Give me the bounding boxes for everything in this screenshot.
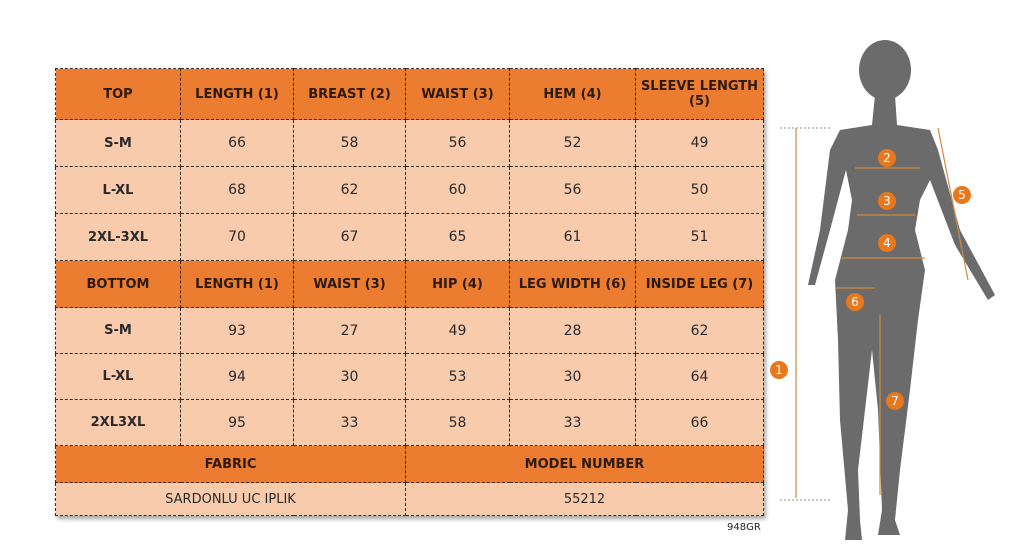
model-value: 55212 [405, 482, 764, 516]
value-cell: 53 [405, 353, 510, 400]
value-cell: 28 [509, 307, 636, 354]
header-cell: INSIDE LEG (7) [635, 260, 764, 308]
svg-text:6: 6 [851, 295, 859, 309]
size-cell: S-M [55, 119, 181, 167]
header-cell: HEM (4) [509, 68, 636, 120]
value-cell: 60 [405, 166, 510, 214]
header-cell: LEG WIDTH (6) [509, 260, 636, 308]
marker-5: 5 [953, 186, 971, 204]
bottom-row: 2XL3XL 95 33 58 33 66 [55, 399, 764, 446]
body-figure: 1 2 3 4 5 6 7 [770, 40, 995, 540]
value-cell: 61 [509, 213, 636, 261]
header-cell: WAIST (3) [405, 68, 510, 120]
fabric-label: FABRIC [55, 445, 406, 483]
marker-6: 6 [846, 293, 864, 311]
value-cell: 51 [635, 213, 764, 261]
value-cell: 64 [635, 353, 764, 400]
model-label: MODEL NUMBER [405, 445, 764, 483]
silhouette [808, 40, 995, 540]
header-cell: SLEEVE LENGTH (5) [635, 68, 764, 120]
bottom-header-row: BOTTOM LENGTH (1) WAIST (3) HIP (4) LEG WIDT… [55, 260, 764, 308]
value-cell: 67 [293, 213, 406, 261]
value-cell: 94 [180, 353, 294, 400]
size-cell: 2XL3XL [55, 399, 181, 446]
svg-text:3: 3 [883, 194, 891, 208]
value-cell: 49 [635, 119, 764, 167]
value-cell: 30 [509, 353, 636, 400]
marker-2: 2 [878, 149, 896, 167]
measurement-lines [780, 127, 969, 501]
header-cell: TOP [55, 68, 181, 120]
product-code: 948GR [727, 522, 761, 533]
size-cell: 2XL-3XL [55, 213, 181, 261]
value-cell: 56 [405, 119, 510, 167]
size-chart-table: TOP LENGTH (1) BREAST (2) WAIST (3) HEM (4) S… [55, 68, 764, 516]
svg-text:7: 7 [891, 394, 899, 408]
value-cell: 93 [180, 307, 294, 354]
header-cell: BREAST (2) [293, 68, 406, 120]
value-cell: 52 [509, 119, 636, 167]
value-cell: 33 [293, 399, 406, 446]
size-cell: S-M [55, 307, 181, 354]
svg-text:4: 4 [883, 236, 891, 250]
marker-1: 1 [770, 361, 788, 379]
value-cell: 62 [635, 307, 764, 354]
value-cell: 50 [635, 166, 764, 214]
svg-text:5: 5 [958, 188, 966, 202]
value-cell: 58 [293, 119, 406, 167]
bottom-row: S-M 93 27 49 28 62 [55, 307, 764, 354]
value-cell: 66 [635, 399, 764, 446]
value-cell: 58 [405, 399, 510, 446]
top-row: S-M 66 58 56 52 49 [55, 119, 764, 167]
top-row: L-XL 68 62 60 56 50 [55, 166, 764, 214]
marker-3: 3 [878, 192, 896, 210]
header-cell: BOTTOM [55, 260, 181, 308]
svg-text:1: 1 [775, 363, 783, 377]
value-cell: 66 [180, 119, 294, 167]
header-cell: LENGTH (1) [180, 68, 294, 120]
value-cell: 95 [180, 399, 294, 446]
value-cell: 27 [293, 307, 406, 354]
value-cell: 68 [180, 166, 294, 214]
value-cell: 70 [180, 213, 294, 261]
value-cell: 62 [293, 166, 406, 214]
value-cell: 33 [509, 399, 636, 446]
value-cell: 49 [405, 307, 510, 354]
value-cell: 56 [509, 166, 636, 214]
value-cell: 30 [293, 353, 406, 400]
marker-7: 7 [886, 392, 904, 410]
header-cell: HIP (4) [405, 260, 510, 308]
fabric-value: SARDONLU UC IPLIK [55, 482, 406, 516]
size-cell: L-XL [55, 166, 181, 214]
header-cell: LENGTH (1) [180, 260, 294, 308]
marker-4: 4 [878, 234, 896, 252]
size-cell: L-XL [55, 353, 181, 400]
svg-text:2: 2 [883, 151, 891, 165]
header-cell: WAIST (3) [293, 260, 406, 308]
bottom-row: L-XL 94 30 53 30 64 [55, 353, 764, 400]
top-header-row: TOP LENGTH (1) BREAST (2) WAIST (3) HEM (4) S… [55, 68, 764, 120]
value-cell: 65 [405, 213, 510, 261]
top-row: 2XL-3XL 70 67 65 61 51 [55, 213, 764, 261]
